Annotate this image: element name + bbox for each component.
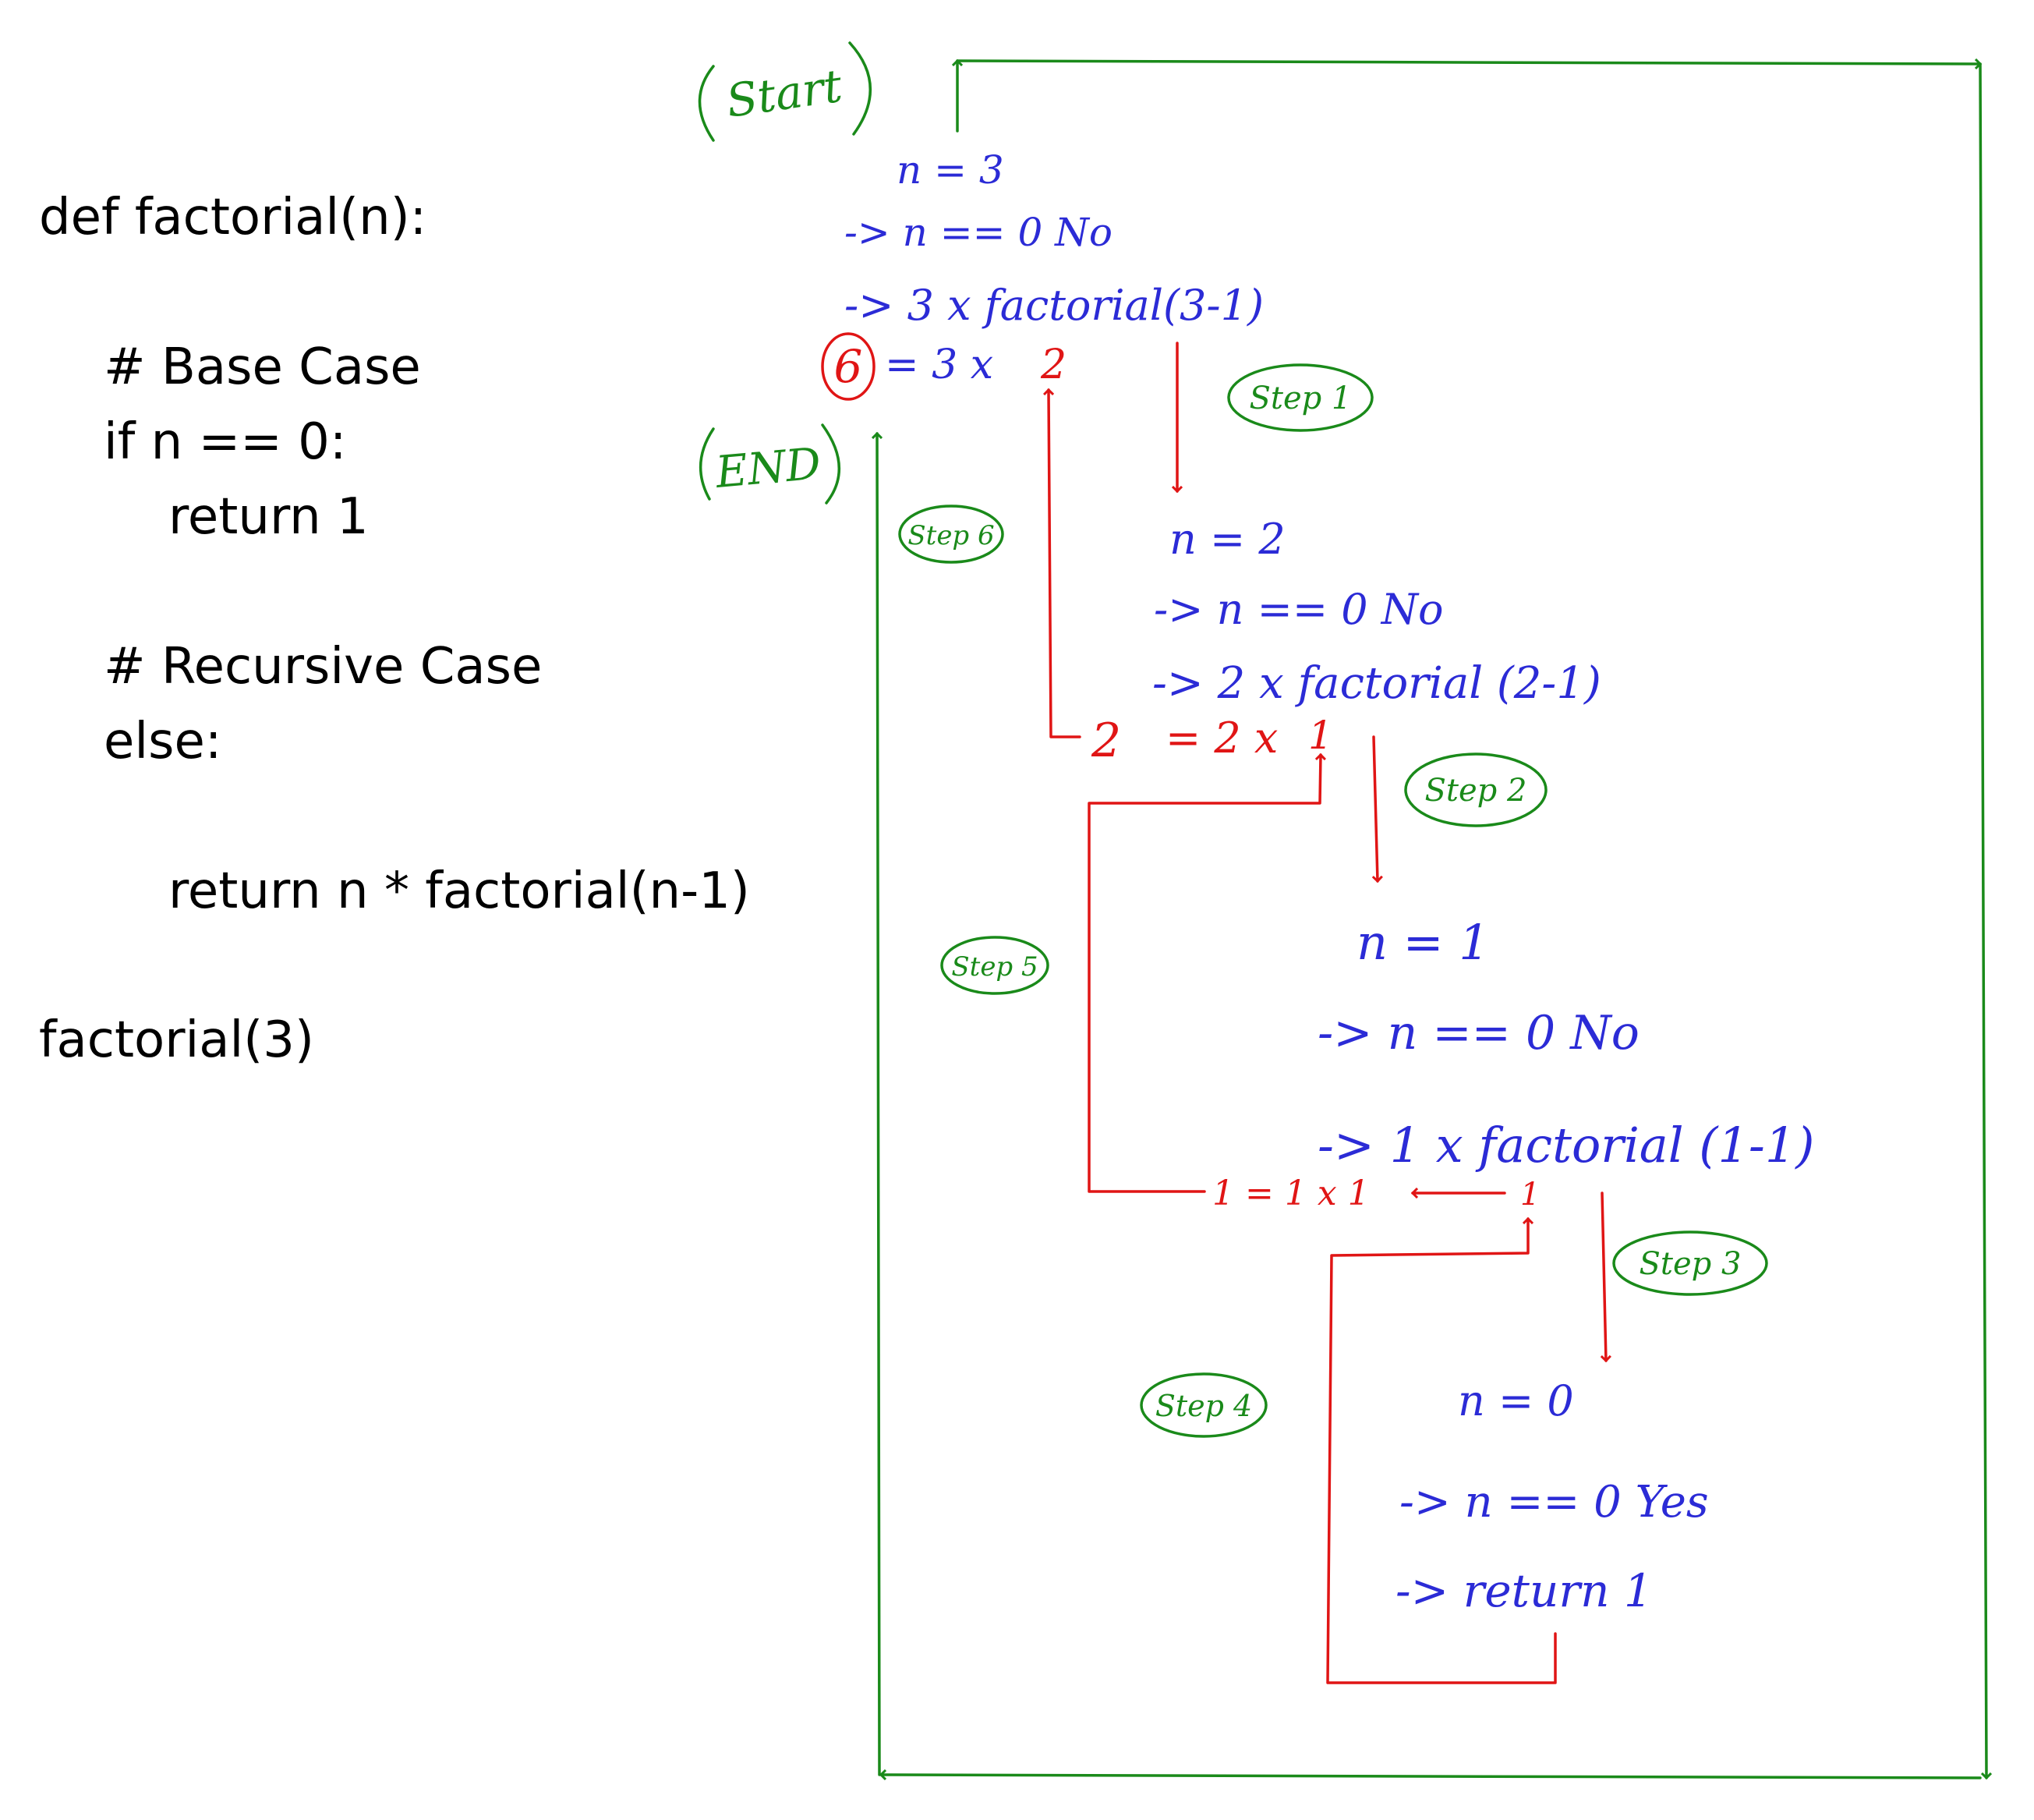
call-3-returned: 1 [1520, 1177, 1540, 1213]
code-line-call: factorial(3) [39, 1011, 314, 1069]
step-1-badge: Step 1 [1227, 363, 1374, 432]
step-5-oval [940, 936, 1049, 995]
step-1-label: Step 1 [1250, 381, 1352, 416]
step-6-badge: Step 6 [898, 505, 1004, 564]
code-block: def factorial(n): # Base Case if n == 0:… [39, 189, 750, 1069]
call-2-frame: n = 2 -> n == 0 No -> 2 x factorial (2-1… [1091, 515, 1601, 768]
step-4-return-path [1326, 1219, 1557, 1684]
call-1-check: -> n == 0 No [844, 210, 1113, 255]
step-4-oval [1140, 1372, 1268, 1438]
step-5-label: Step 5 [951, 951, 1038, 983]
step-4-label: Step 4 [1155, 1389, 1252, 1423]
code-line-base-comment: # Base Case [104, 338, 421, 396]
call-1-result-circle [821, 332, 876, 401]
step-4-badge: Step 4 [1140, 1372, 1268, 1438]
call-1-result-sub: 2 [1040, 342, 1067, 388]
call-4-return: -> return 1 [1396, 1564, 1653, 1617]
step-6-oval [898, 505, 1004, 564]
code-line-if: if n == 0: [104, 413, 346, 471]
call-2-n: n = 2 [1169, 515, 1286, 564]
call-1-result: 6 [834, 340, 863, 393]
start-label: Start [723, 59, 845, 128]
call-1-frame: n = 3 -> n == 0 No -> 3 x factorial(3-1)… [821, 147, 1264, 401]
outer-flow [877, 61, 1986, 1778]
end-label: END [713, 438, 823, 498]
code-line-return-recursive: return n * factorial(n-1) [168, 862, 750, 920]
call-1-result-expr: = 3 x [885, 342, 993, 388]
call-1-recurse: -> 3 x factorial(3-1) [844, 281, 1264, 330]
code-line-return-1: return 1 [168, 488, 369, 546]
bottom-flow-arrow [881, 1775, 1982, 1778]
step-2-arrow [1374, 735, 1378, 881]
call-2-result-expr: = 2 x [1166, 713, 1278, 763]
step-3-label: Step 3 [1640, 1246, 1742, 1282]
top-flow-arrow [956, 61, 1980, 64]
call-4-frame: n = 0 -> n == 0 Yes -> return 1 [1396, 1376, 1709, 1617]
start-label-group: Start [698, 41, 872, 142]
step-6-label: Step 6 [907, 520, 994, 551]
code-line-else: else: [104, 713, 221, 770]
call-3-check: -> n == 0 No [1318, 1006, 1640, 1060]
call-3-result: 1 = 1 x 1 [1212, 1174, 1370, 1213]
step-2-badge: Step 2 [1404, 752, 1548, 827]
call-4-n: n = 0 [1458, 1376, 1574, 1425]
end-label-group: END [699, 423, 841, 505]
end-paren-left [699, 427, 715, 501]
call-3-n: n = 1 [1357, 914, 1490, 971]
start-paren-left [698, 65, 715, 142]
step-3-oval [1612, 1230, 1768, 1296]
call-2-recurse: -> 2 x factorial (2-1) [1152, 658, 1601, 709]
step-2-label: Step 2 [1425, 773, 1527, 809]
call-2-check: -> n == 0 No [1154, 585, 1444, 634]
return-paths [1049, 390, 1557, 1684]
start-paren-right [848, 41, 872, 136]
code-line-def: def factorial(n): [39, 189, 426, 246]
call-4-check: -> n == 0 Yes [1399, 1477, 1709, 1528]
right-flow-arrow [1979, 62, 1986, 1778]
call-2-result-sub: 1 [1308, 713, 1333, 758]
step-2-oval [1404, 752, 1548, 827]
left-flow-arrow [877, 434, 879, 1776]
step-3-arrow [1602, 1191, 1606, 1361]
end-paren-right [821, 423, 841, 505]
step-6-return-path [1049, 390, 1081, 738]
step-3-badge: Step 3 [1612, 1230, 1768, 1296]
call-1-n: n = 3 [897, 147, 1004, 193]
code-line-recursive-comment: # Recursive Case [104, 638, 542, 696]
call-2-result: 2 [1091, 713, 1121, 768]
step-5-return-path [1088, 755, 1321, 1193]
step-1-oval [1227, 363, 1374, 432]
call-3-frame: n = 1 -> n == 0 No -> 1 x factorial (1-1… [1212, 914, 1815, 1213]
step-5-badge: Step 5 [940, 936, 1049, 995]
call-3-recurse: -> 1 x factorial (1-1) [1318, 1117, 1815, 1174]
descent-arrows [1177, 342, 1606, 1361]
